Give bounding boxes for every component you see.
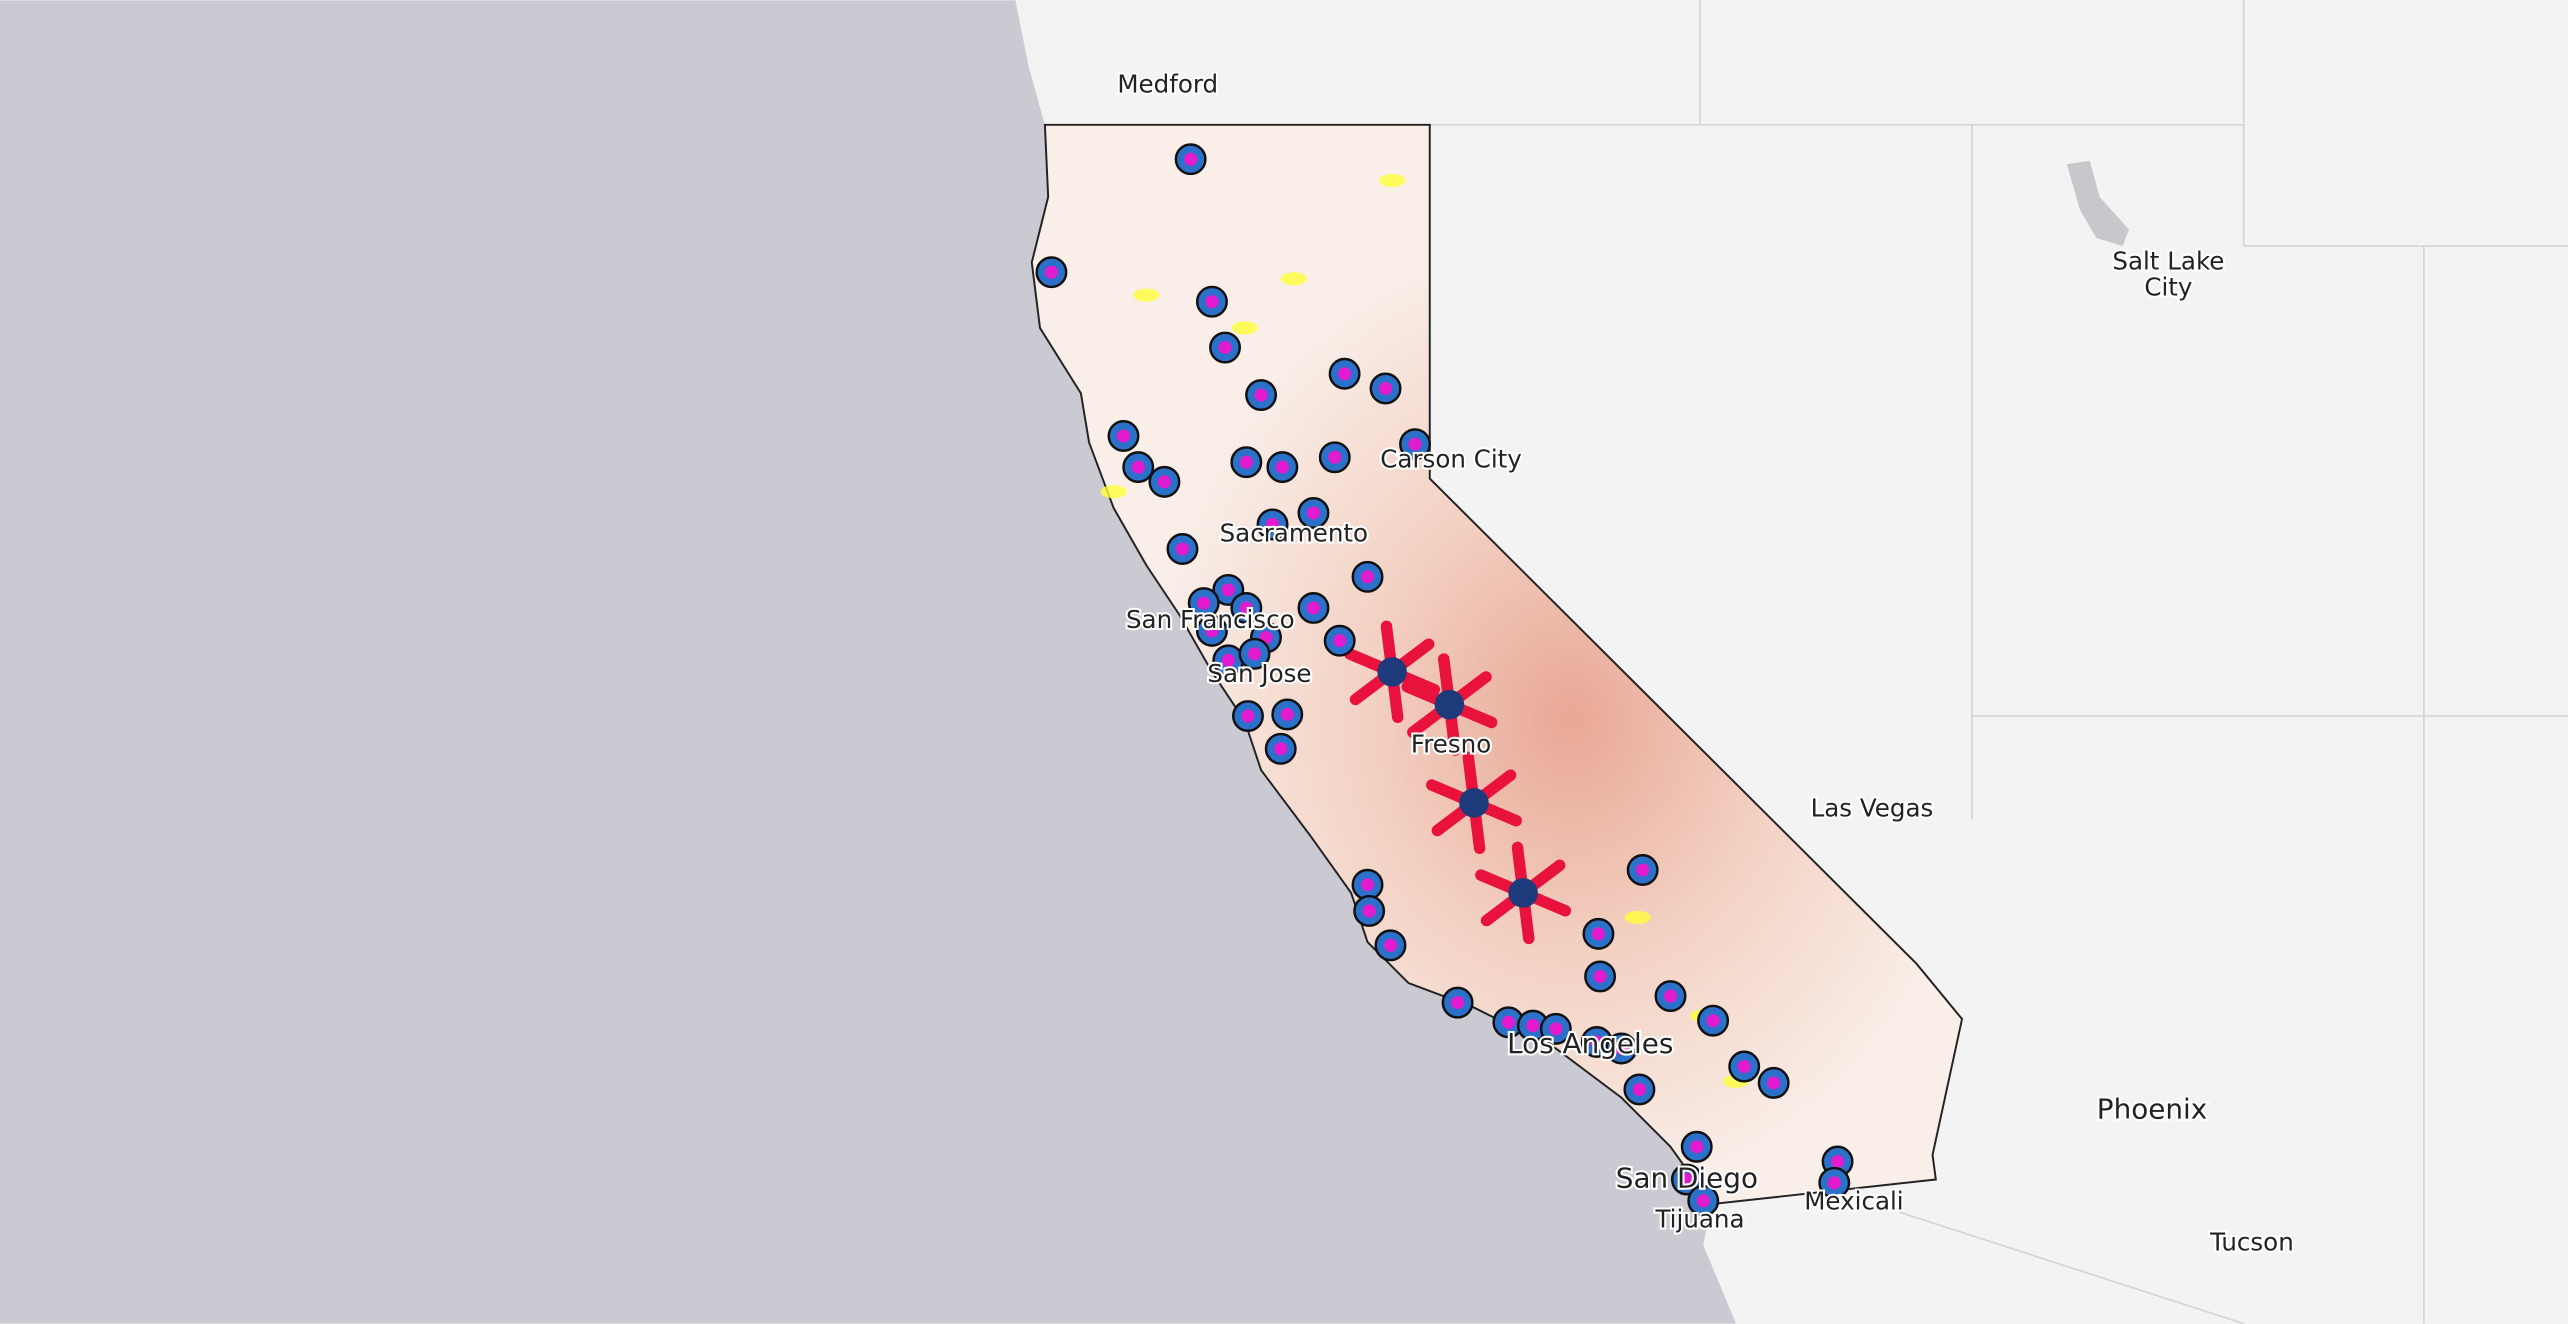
state-borders [1429, 0, 2568, 1324]
marker-dot [1590, 1035, 1604, 1049]
marker-dot [1274, 742, 1288, 756]
city-label: Carson City [1380, 445, 1522, 474]
ocean [0, 0, 1737, 1324]
city-label: Salt Lake [2112, 246, 2224, 275]
marker-dot [1306, 506, 1321, 520]
marker-dot [1239, 601, 1253, 615]
hotspot-center [1508, 878, 1538, 908]
marker-dot [1218, 341, 1232, 355]
city-label: Los Angeles [1507, 1027, 1673, 1060]
marker-dot [1280, 707, 1294, 721]
marker-dot [1831, 1154, 1845, 1169]
marker-dot [1265, 517, 1280, 531]
city-label: Medford [1117, 70, 1218, 99]
city-label: Sacramento [1220, 518, 1368, 547]
city-label: San Francisco [1126, 605, 1295, 634]
marker-dot [1333, 634, 1347, 648]
marker-dot [1526, 1019, 1540, 1033]
city-label: Phoenix [2097, 1093, 2207, 1126]
marker-dot [1044, 265, 1058, 279]
marker-dot [1690, 1140, 1704, 1154]
marker-dot [1275, 460, 1289, 474]
facility-markers [1035, 143, 1854, 1217]
city-label: San Jose [1207, 659, 1311, 688]
marker-dot [1362, 904, 1376, 918]
marker-dot [1827, 1176, 1841, 1190]
marker-dot [1247, 647, 1262, 661]
marker-dot [1254, 388, 1268, 402]
marker-dot [1205, 624, 1219, 638]
marker-dot [1360, 570, 1375, 584]
marker-dot [1767, 1076, 1781, 1090]
marker-dot [1184, 152, 1198, 166]
marker-dot [1591, 927, 1605, 941]
marker-dot [1696, 1194, 1710, 1208]
marker-dot [1175, 542, 1190, 556]
marker-dot [1549, 1022, 1563, 1036]
marker-dot [1221, 653, 1235, 667]
city-label: Tucson [2209, 1227, 2294, 1256]
city-labels: Medford Salt Lake City Carson City Sacra… [1115, 67, 2296, 1258]
marker-dot [1737, 1059, 1751, 1074]
marker-dot [1360, 878, 1375, 892]
hotspot-center [1434, 689, 1465, 720]
marker-dot [1383, 938, 1398, 952]
marker-dot [1451, 996, 1465, 1010]
marker-dot [1197, 596, 1211, 610]
marker-dot [1306, 601, 1321, 615]
city-label: Mexicali [1804, 1186, 1903, 1215]
yellow-zone [1231, 321, 1258, 335]
hotspot-center [1459, 788, 1489, 818]
marker-dot [1632, 1082, 1646, 1097]
marker-dot [1239, 455, 1253, 469]
marker-dot [1663, 989, 1678, 1003]
marker-dot [1680, 1172, 1694, 1187]
city-label: Las Vegas [1811, 793, 1934, 822]
marker-dot [1116, 429, 1131, 443]
yellow-zone [1378, 173, 1406, 188]
yellow-zone [1280, 272, 1307, 286]
city-label: San Diego [1616, 1162, 1758, 1195]
marker-dot [1614, 1041, 1628, 1056]
marker-dot [1241, 709, 1255, 723]
yellow-zone [1100, 485, 1127, 499]
salt-lake [2066, 160, 2130, 247]
marker-dot [1593, 969, 1607, 983]
marker-dot [1636, 863, 1650, 877]
yellow-zone [1624, 910, 1651, 925]
marker-dot [1706, 1014, 1720, 1028]
city-label: Fresno [1411, 730, 1491, 759]
marker-dot [1328, 450, 1342, 464]
hotspot-center [1377, 657, 1407, 687]
marker-dot [1408, 437, 1422, 451]
city-label: Tijuana [1654, 1204, 1744, 1233]
marker-dot [1338, 367, 1352, 381]
marker-dot [1205, 295, 1219, 309]
city-label: City [2144, 273, 2192, 302]
marker-dot [1221, 583, 1235, 597]
marker-dot [1501, 1015, 1515, 1029]
marker-dot [1378, 381, 1393, 396]
marker-dot [1157, 475, 1171, 489]
hotspots [1100, 173, 1750, 1088]
yellow-zone [1133, 288, 1160, 302]
marker-dot [1131, 460, 1145, 474]
